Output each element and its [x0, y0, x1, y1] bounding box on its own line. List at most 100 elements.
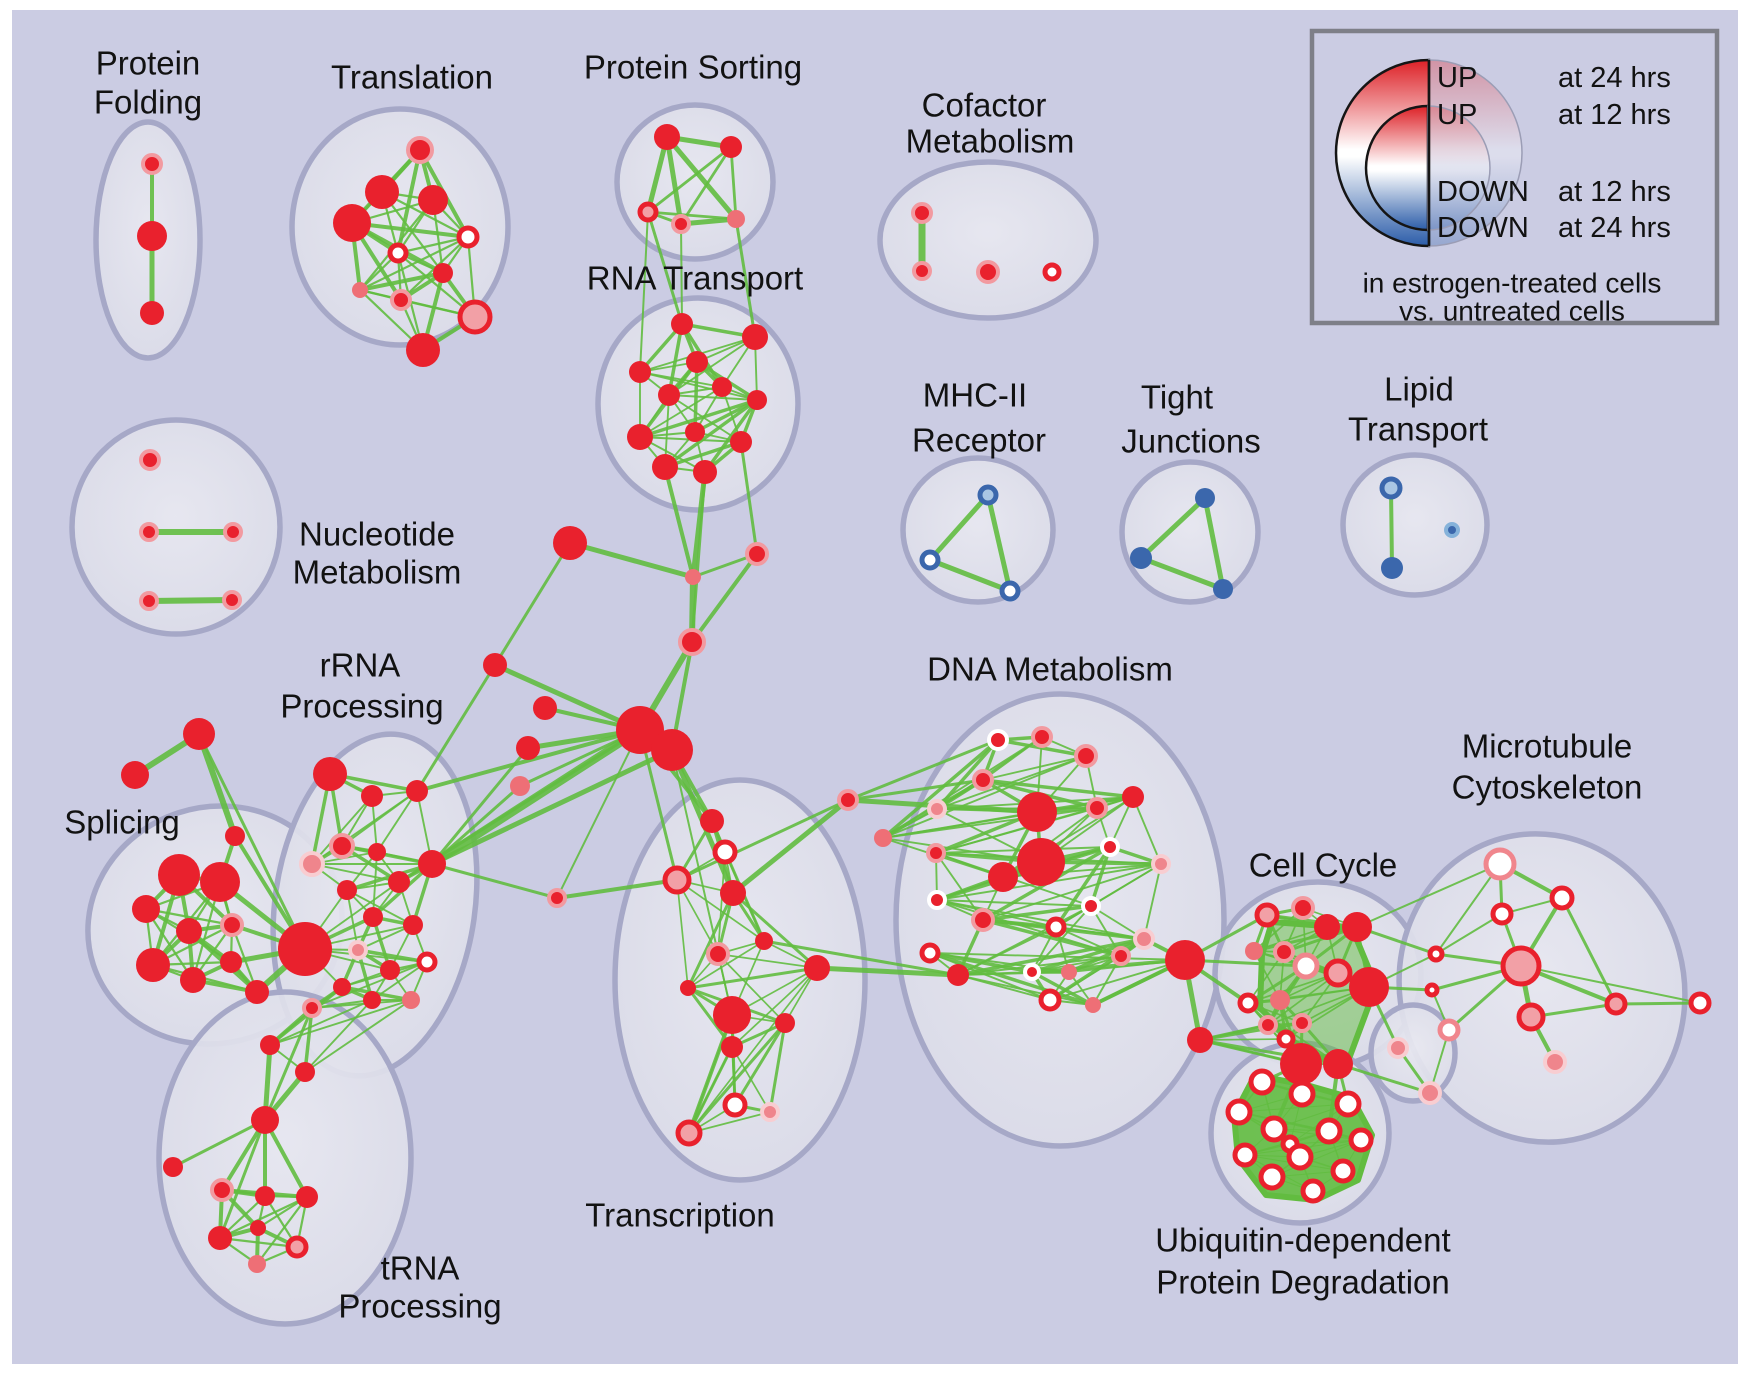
edge — [668, 336, 756, 396]
gene-node-dna-metabolism — [988, 862, 1018, 892]
gene-node-splicing — [245, 980, 269, 1004]
edge — [1183, 958, 1308, 968]
gene-node-rrna-processing — [363, 991, 381, 1009]
cluster-ellipse-tight-junctions — [1119, 459, 1261, 605]
gene-node-dna-metabolism — [927, 799, 947, 819]
edge — [1247, 972, 1339, 1004]
edge — [676, 879, 765, 942]
edge — [663, 398, 759, 469]
gene-node-rna-transport — [629, 361, 651, 383]
edge — [639, 371, 758, 401]
edge — [846, 738, 1000, 802]
gene-node-protein-sorting — [727, 210, 745, 228]
edge — [350, 221, 470, 239]
edge — [638, 728, 679, 882]
gene-node-trna-processing — [210, 1178, 234, 1202]
label-trna-processing: Processing — [338, 1288, 501, 1325]
edge — [1435, 913, 1503, 955]
gene-node-cell-cycle — [1292, 1013, 1312, 1033]
gene-node-rrna-processing — [380, 960, 400, 980]
gene-node-dna-metabolism — [1165, 940, 1205, 980]
gene-node-microtubule-cytoskeleton — [1604, 992, 1628, 1016]
gene-node-rna-transport — [686, 351, 708, 373]
edge — [638, 398, 759, 439]
edge — [690, 552, 759, 644]
gene-node-microtubule-cytoskeleton — [1688, 991, 1712, 1015]
edge — [739, 440, 759, 556]
gene-node-dna-metabolism — [1133, 928, 1155, 950]
gene-node-cell-cycle — [1291, 896, 1315, 920]
edge — [218, 1195, 309, 1240]
edge — [144, 907, 234, 927]
gene-node-connector — [183, 718, 215, 750]
legend-inner-circle-left — [1364, 104, 1430, 232]
edge — [717, 953, 786, 1024]
edge — [686, 966, 819, 990]
edge — [304, 999, 412, 1073]
edge — [688, 967, 818, 1134]
gene-node-cell-cycle — [1276, 1029, 1296, 1049]
gene-node-transcription — [712, 839, 738, 865]
gene-node-dna-metabolism — [971, 908, 995, 932]
edge — [1560, 896, 1618, 1006]
gene-node-dna-metabolism — [1017, 838, 1065, 886]
edge — [668, 394, 758, 401]
edge — [663, 440, 743, 469]
cluster-ellipse-rna-transport — [595, 295, 801, 513]
edge — [346, 889, 414, 926]
edge — [687, 940, 765, 989]
edge — [1030, 937, 1146, 974]
gene-node-dna-metabolism — [1081, 896, 1101, 916]
edge — [717, 953, 818, 969]
edge — [730, 797, 851, 896]
gene-node-connector — [251, 1106, 279, 1134]
gene-node-rrna-processing — [406, 780, 428, 802]
cluster-ellipse-cofactor-metabolism — [877, 159, 1099, 321]
cluster-ellipses — [69, 102, 1688, 1327]
gene-node-dna-metabolism — [1085, 997, 1101, 1013]
edge — [929, 952, 1070, 973]
gene-node-translation — [433, 263, 453, 283]
edge — [1520, 965, 1701, 1004]
gene-node-rna-transport — [693, 460, 717, 484]
gene-node-tight-junctions — [1213, 579, 1233, 599]
edge — [263, 1118, 309, 1199]
edge — [731, 1046, 771, 1113]
gene-node-transcription — [804, 955, 830, 981]
edge — [982, 755, 1087, 781]
gene-node-microtubule-cytoskeleton — [1437, 1018, 1461, 1042]
gene-node-rrna-processing — [363, 907, 383, 927]
edge — [1271, 1139, 1362, 1178]
gene-node-dna-metabolism — [1086, 797, 1108, 819]
edge — [555, 878, 679, 900]
gene-node-rna-transport — [730, 431, 752, 453]
nodes — [121, 124, 1712, 1273]
edge — [687, 1021, 787, 1135]
gene-node-transcription — [662, 865, 692, 895]
gene-node-transcription — [700, 809, 724, 833]
label-mhc-ii-receptor: Receptor — [912, 422, 1046, 459]
gene-node-connector — [616, 706, 664, 754]
gene-node-ubiquitin-degradation — [1286, 1143, 1314, 1171]
edge — [358, 235, 470, 292]
gene-node-rna-transport — [747, 390, 767, 410]
edge — [415, 728, 642, 793]
gene-node-translation — [365, 175, 399, 209]
edge — [731, 967, 818, 1048]
gene-node-cell-cycle — [1349, 967, 1389, 1007]
gene-node-trna-processing — [250, 1220, 266, 1236]
gene-node-cofactor-metabolism — [912, 261, 932, 281]
label-rrna-processing: Processing — [280, 688, 443, 725]
edge — [664, 134, 739, 222]
edge — [667, 322, 684, 397]
gene-node-rrna-processing — [337, 880, 357, 900]
label-cell-cycle: Cell Cycle — [1249, 847, 1398, 884]
gene-node-transcription — [775, 1013, 795, 1033]
edge — [1265, 913, 1359, 929]
gene-node-trna-processing — [255, 1186, 275, 1206]
gene-node-cell-cycle — [1237, 992, 1259, 1014]
gene-node-dna-metabolism — [926, 843, 946, 863]
legend-time: at 24 hrs — [1558, 62, 1671, 94]
